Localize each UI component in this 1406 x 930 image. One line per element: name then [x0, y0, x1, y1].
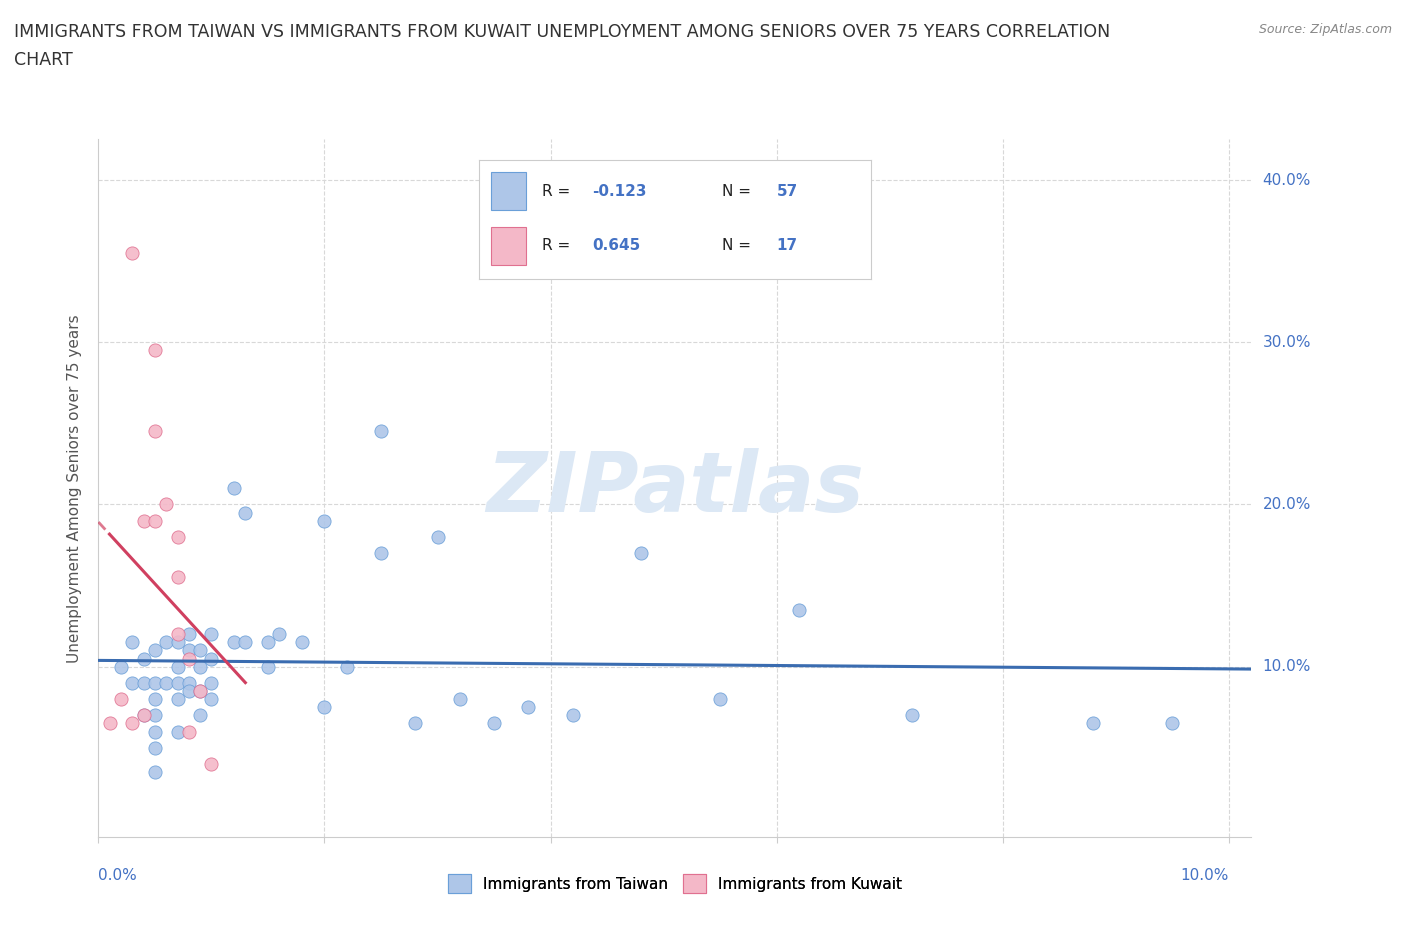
Point [562, 708, 585, 723]
Point [166, 529, 188, 544]
Point [257, 659, 280, 674]
Point [166, 635, 188, 650]
Point [166, 627, 188, 642]
Point [177, 724, 200, 739]
Point [110, 692, 132, 707]
Point [336, 659, 359, 674]
Point [98, 716, 121, 731]
Point [143, 764, 166, 779]
Point [630, 546, 652, 561]
Text: 10.0%: 10.0% [1181, 868, 1229, 883]
Point [269, 627, 291, 642]
Point [166, 659, 188, 674]
Legend: Immigrants from Taiwan, Immigrants from Kuwait: Immigrants from Taiwan, Immigrants from … [441, 869, 908, 899]
Point [132, 708, 155, 723]
Point [177, 684, 200, 698]
Text: ZIPatlas: ZIPatlas [486, 447, 863, 529]
Point [110, 659, 132, 674]
Point [1081, 716, 1104, 731]
Point [709, 692, 731, 707]
Point [143, 708, 166, 723]
Point [155, 497, 177, 512]
Point [235, 635, 257, 650]
Point [188, 708, 211, 723]
Text: 20.0%: 20.0% [1263, 497, 1310, 512]
Point [177, 627, 200, 642]
Point [143, 643, 166, 658]
Text: 30.0%: 30.0% [1263, 335, 1310, 350]
Point [177, 651, 200, 666]
Point [188, 684, 211, 698]
Point [155, 635, 177, 650]
Point [222, 481, 245, 496]
Point [166, 692, 188, 707]
Point [177, 675, 200, 690]
Point [314, 513, 336, 528]
Text: 0.0%: 0.0% [98, 868, 138, 883]
Point [257, 635, 280, 650]
Point [404, 716, 426, 731]
Point [121, 635, 143, 650]
Point [370, 424, 392, 439]
Text: Source: ZipAtlas.com: Source: ZipAtlas.com [1258, 23, 1392, 36]
Point [121, 675, 143, 690]
Text: 40.0%: 40.0% [1263, 173, 1310, 188]
Point [143, 513, 166, 528]
Point [222, 635, 245, 650]
Point [132, 675, 155, 690]
Point [314, 699, 336, 714]
Y-axis label: Unemployment Among Seniors over 75 years: Unemployment Among Seniors over 75 years [67, 314, 83, 662]
Point [166, 724, 188, 739]
Point [132, 651, 155, 666]
Point [370, 546, 392, 561]
Point [143, 724, 166, 739]
Point [482, 716, 505, 731]
Point [901, 708, 924, 723]
Point [291, 635, 314, 650]
Point [177, 643, 200, 658]
Point [143, 424, 166, 439]
Text: CHART: CHART [14, 51, 73, 69]
Point [143, 343, 166, 358]
Point [200, 757, 222, 772]
Point [166, 570, 188, 585]
Text: 10.0%: 10.0% [1263, 659, 1310, 674]
Point [132, 708, 155, 723]
Point [143, 675, 166, 690]
Point [121, 246, 143, 260]
Point [188, 659, 211, 674]
Point [143, 740, 166, 755]
Point [787, 603, 810, 618]
Point [200, 651, 222, 666]
Point [235, 505, 257, 520]
Point [143, 692, 166, 707]
Point [188, 643, 211, 658]
Text: IMMIGRANTS FROM TAIWAN VS IMMIGRANTS FROM KUWAIT UNEMPLOYMENT AMONG SENIORS OVER: IMMIGRANTS FROM TAIWAN VS IMMIGRANTS FRO… [14, 23, 1111, 41]
Point [166, 675, 188, 690]
Point [1161, 716, 1184, 731]
Point [449, 692, 471, 707]
Point [121, 716, 143, 731]
Point [200, 675, 222, 690]
Point [155, 675, 177, 690]
Point [426, 529, 449, 544]
Point [188, 684, 211, 698]
Point [200, 627, 222, 642]
Point [132, 513, 155, 528]
Point [200, 692, 222, 707]
Point [516, 699, 538, 714]
